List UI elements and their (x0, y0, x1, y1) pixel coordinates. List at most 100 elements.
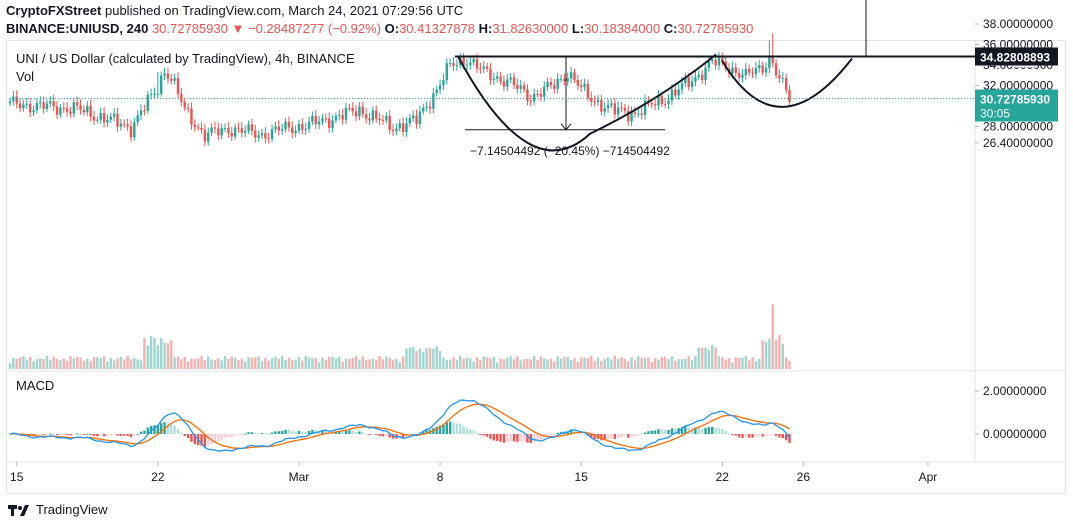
volume-bar (391, 359, 395, 369)
handle-curve[interactable] (721, 57, 853, 108)
candle-body (438, 85, 442, 90)
macd-histogram-bar (55, 434, 59, 436)
close-value: 30.72785930 (677, 21, 754, 36)
volume-bar (543, 358, 546, 369)
volume-bar (331, 356, 334, 369)
volume-bar (694, 356, 697, 369)
candle-body (203, 129, 207, 142)
candle-body (744, 68, 748, 76)
macd-histogram-bar (502, 434, 506, 443)
volume-bar (227, 358, 230, 369)
publish-info: CryptoFXStreet published on TradingView.… (6, 3, 463, 18)
macd-histogram-bar (704, 428, 707, 434)
candle-body (475, 58, 479, 69)
volume-bar (556, 356, 559, 369)
candle-body (593, 101, 596, 103)
volume-bar (731, 362, 734, 369)
volume-bar (586, 357, 590, 369)
candle-body (375, 110, 378, 119)
volume-bar (297, 356, 301, 369)
candle-body (364, 114, 368, 119)
candle-body (506, 79, 509, 87)
candle-body (462, 57, 465, 66)
volume-bar (717, 356, 721, 369)
macd-histogram-bar (768, 434, 771, 435)
macd-histogram-bar (781, 434, 784, 439)
volume-bar (153, 338, 156, 369)
macd-histogram-bar (237, 434, 240, 435)
candle-body (381, 120, 385, 122)
macd-histogram-bar (153, 425, 156, 434)
volume-bar (448, 359, 452, 369)
depth-arrowhead (560, 123, 572, 131)
macd-histogram-bar (754, 434, 758, 438)
macd-histogram-bar (616, 434, 620, 439)
candle-body (264, 133, 267, 139)
candle-body (15, 96, 18, 104)
macd-histogram-bar (371, 434, 375, 435)
volume-bar (492, 357, 496, 369)
macd-histogram-bar (744, 434, 748, 438)
macd-histogram-bar (264, 433, 267, 435)
macd-histogram-bar (532, 434, 536, 442)
macd-histogram-bar (156, 425, 160, 434)
macd-histogram-bar (213, 434, 217, 442)
macd-histogram-bar (627, 434, 630, 438)
candle-body (65, 108, 69, 112)
candle-body (768, 55, 771, 69)
candle-body (408, 118, 412, 124)
candle-body (52, 101, 55, 107)
candle-body (193, 124, 196, 128)
volume-bar (311, 357, 314, 369)
volume-bar (623, 358, 627, 369)
candle-body (432, 93, 435, 109)
volume-bar (257, 356, 260, 369)
macd-histogram-bar (270, 432, 274, 434)
candle-body (442, 80, 445, 86)
macd-histogram-bar (133, 434, 136, 436)
macd-histogram-bar (620, 434, 623, 438)
macd-histogram-bar (378, 434, 381, 436)
candle-body (412, 115, 415, 119)
volume-bar (149, 335, 153, 369)
volume-bar (499, 358, 502, 369)
candle-body (748, 68, 751, 73)
macd-histogram-bar (748, 434, 751, 438)
volume-bar (267, 360, 270, 369)
macd-histogram-bar (721, 428, 724, 434)
macd-histogram-bar (311, 429, 314, 434)
volume-bar (304, 355, 307, 369)
candle-body (529, 100, 532, 102)
volume-bar (522, 359, 526, 369)
volume-bar (559, 358, 563, 369)
volume-bar (627, 361, 630, 369)
chart-frame[interactable] (6, 40, 1066, 494)
macd-histogram-bar (287, 430, 291, 434)
macd-histogram-bar (727, 433, 731, 435)
cup-curve[interactable] (457, 53, 717, 152)
candle-body (778, 75, 781, 79)
macd-histogram-bar (499, 434, 502, 442)
volume-bar (119, 356, 123, 369)
volume-bar (761, 340, 764, 369)
macd-histogram-bar (112, 434, 116, 435)
candle-body (180, 93, 183, 102)
candle-body (630, 112, 633, 122)
volume-bar (170, 340, 173, 369)
candle-body (610, 103, 613, 106)
volume-bar (166, 343, 170, 369)
candle-body (485, 66, 489, 69)
volume-bar (687, 356, 690, 369)
candle-body (774, 63, 778, 76)
volume-bar (512, 359, 516, 369)
volume-bar (96, 357, 99, 369)
candle-body (496, 76, 499, 79)
volume-bar (385, 356, 388, 369)
macd-histogram-bar (711, 426, 714, 434)
candle-body (640, 113, 643, 115)
macd-tick-label: 0.00000000 (983, 427, 1047, 441)
macd-histogram-bar (69, 434, 72, 436)
candle-body (583, 83, 586, 88)
volume-bar (643, 357, 647, 369)
